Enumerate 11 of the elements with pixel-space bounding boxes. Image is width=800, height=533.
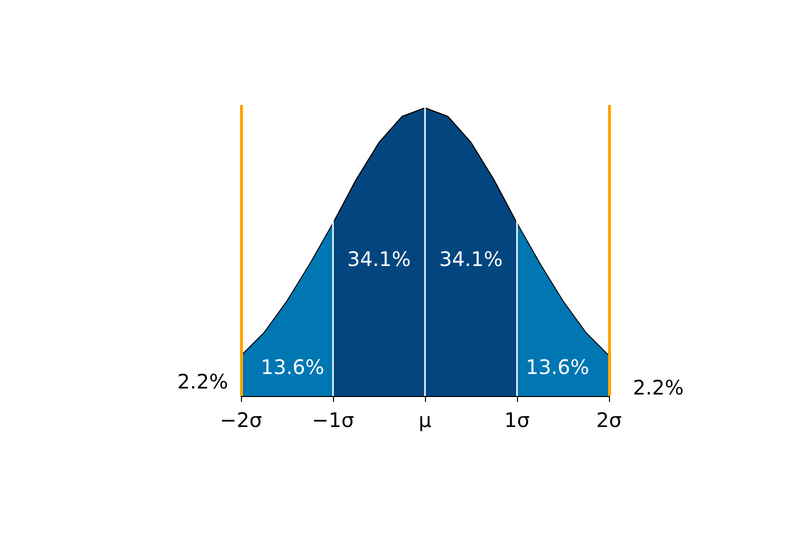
x-tick-label: 2σ (596, 408, 622, 432)
x-tick-label: 1σ (504, 408, 530, 432)
x-tick-label: −1σ (312, 408, 354, 432)
x-tick-label: −2σ (220, 408, 262, 432)
text: 2.2% (632, 375, 684, 400)
annotation: 13.6% (526, 354, 590, 379)
annotation: 34.1% (347, 247, 411, 272)
annotation: 13.6% (260, 354, 324, 379)
x-tick-label: μ (418, 408, 432, 432)
text: 2.2% (177, 369, 228, 394)
annotation: 34.1% (439, 247, 503, 272)
